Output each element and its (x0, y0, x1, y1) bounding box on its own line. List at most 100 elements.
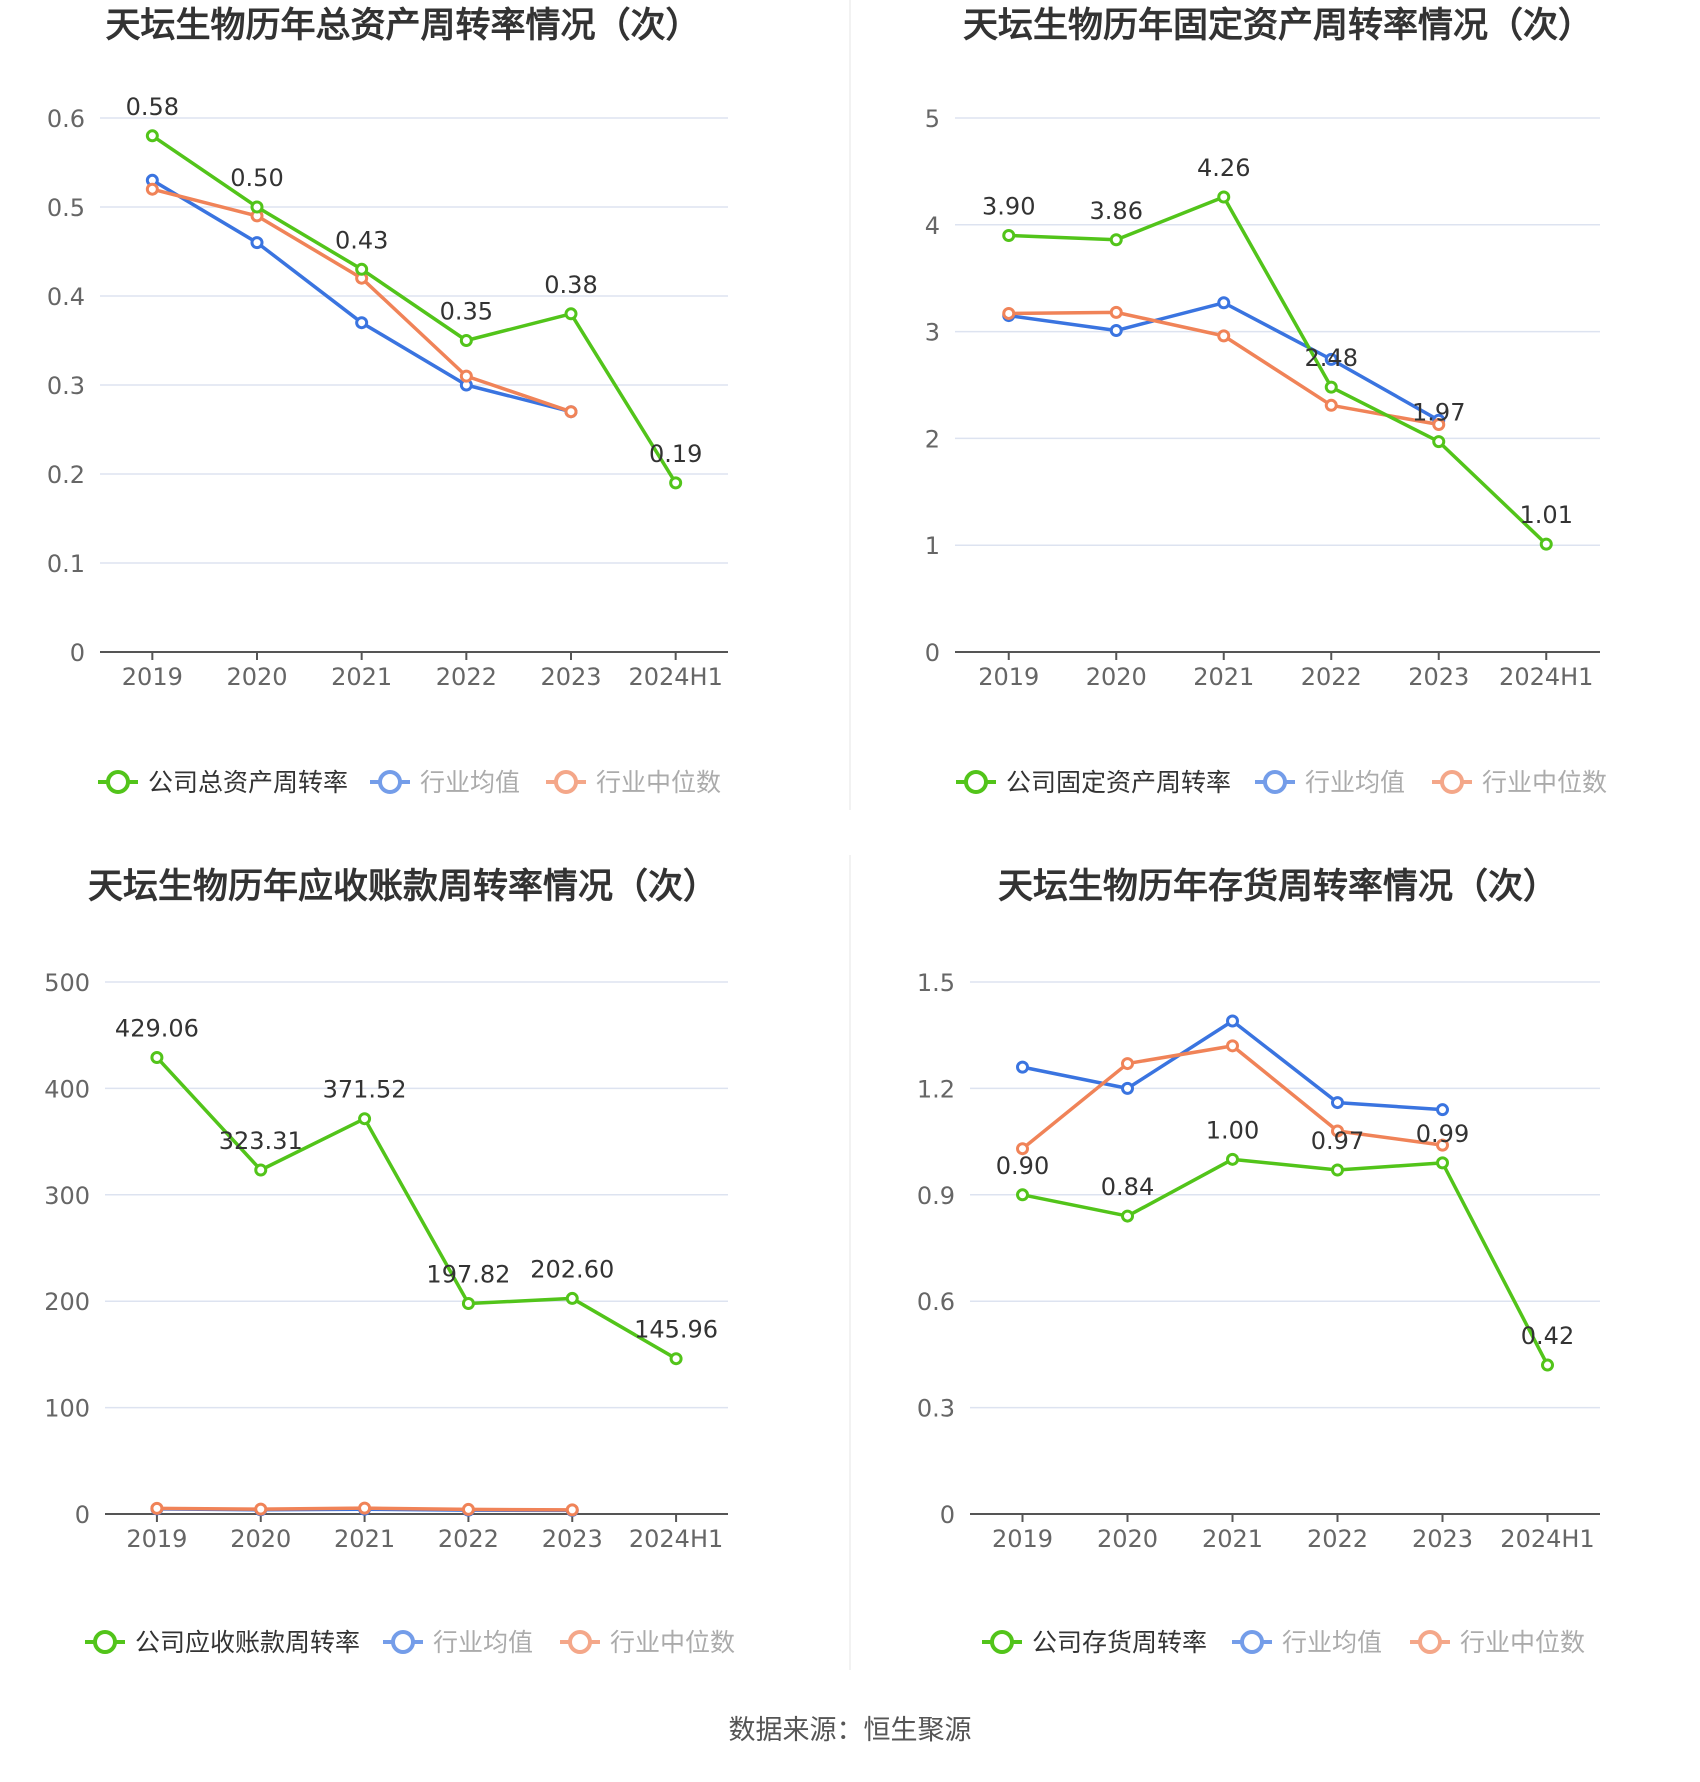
data-label: 0.97 (1311, 1127, 1364, 1155)
data-point (254, 1163, 268, 1177)
y-tick-label: 100 (44, 1395, 90, 1423)
data-point (250, 236, 264, 250)
data-point (564, 405, 578, 419)
series-line-company (1022, 1157, 1550, 1366)
data-label: 1.97 (1412, 399, 1465, 427)
legend-item-2: 行业均值 (370, 768, 520, 797)
data-point (1331, 1124, 1344, 1138)
data-label: 0.35 (440, 298, 493, 326)
legend-item-2: 行业均值 (1232, 1628, 1382, 1657)
data-point (1324, 398, 1338, 412)
data-point (1016, 1142, 1029, 1156)
legend-marker (106, 770, 130, 794)
data-label: 0.50 (230, 164, 283, 192)
x-tick-label: 2019 (992, 1525, 1053, 1553)
chart-title: 天坛生物历年总资产周转率情况（次） (105, 6, 700, 46)
data-point (565, 1503, 579, 1517)
y-tick-label: 0.3 (47, 372, 85, 400)
data-point (1002, 228, 1016, 242)
x-tick-label: 2021 (331, 663, 392, 691)
legend-item-2: 行业均值 (1255, 768, 1405, 797)
data-label: 202.60 (530, 1255, 614, 1283)
y-tick-label: 0.4 (47, 283, 85, 311)
data-point (1217, 296, 1231, 310)
data-point (1002, 306, 1016, 320)
data-point (564, 307, 578, 321)
series-line-industry-average (1008, 301, 1440, 422)
data-label: 0.84 (1101, 1173, 1154, 1201)
data-point (358, 1501, 372, 1515)
y-tick-label: 300 (44, 1182, 90, 1210)
data-point (1539, 537, 1553, 551)
legend-item-1: 公司总资产周转率 (98, 768, 348, 797)
x-tick-label: 2022 (438, 1525, 499, 1553)
data-point (1121, 1057, 1134, 1071)
data-point (150, 1501, 164, 1515)
legend-marker (568, 1630, 592, 1654)
x-tick-label: 2022 (1301, 663, 1362, 691)
x-tick-label: 2024H1 (1499, 663, 1593, 691)
legend-label: 公司存货周转率 (1032, 1628, 1207, 1657)
x-tick-label: 2024H1 (629, 1525, 723, 1553)
legend-label: 行业均值 (1305, 768, 1405, 797)
x-tick-label: 2022 (436, 663, 497, 691)
legend-marker (1263, 770, 1287, 794)
x-tick-label: 2019 (126, 1525, 187, 1553)
legend-item-3: 行业中位数 (1410, 1628, 1585, 1657)
data-point (254, 1502, 268, 1516)
data-point (1432, 418, 1446, 432)
legend-marker (391, 1630, 415, 1654)
series-line-company (155, 1056, 677, 1361)
data-point (1121, 1081, 1134, 1095)
legend-label: 行业均值 (1282, 1628, 1382, 1657)
x-tick-label: 2020 (1086, 663, 1147, 691)
x-tick-label: 2022 (1307, 1525, 1368, 1553)
legend-item-1: 公司存货周转率 (982, 1628, 1207, 1657)
chart-panel-2: 天坛生物历年固定资产周转率情况（次） 0 1 2 3 4 5 2019 2020 2021 2022… (925, 6, 1607, 797)
series-line-company (151, 134, 678, 484)
data-point (1436, 1103, 1449, 1117)
data-label: 1.00 (1206, 1116, 1259, 1144)
series-line-company (1008, 195, 1548, 546)
x-tick-label: 2019 (122, 663, 183, 691)
y-tick-label: 5 (925, 105, 940, 133)
data-point (1121, 1209, 1134, 1223)
y-tick-label: 0.3 (917, 1395, 955, 1423)
x-tick-label: 2023 (540, 663, 601, 691)
x-tick-label: 2020 (226, 663, 287, 691)
x-tick-label: 2020 (230, 1525, 291, 1553)
data-label: 0.42 (1521, 1322, 1574, 1350)
data-label: 3.86 (1090, 197, 1143, 225)
data-label: 1.01 (1520, 501, 1573, 529)
legend-label: 行业中位数 (1482, 768, 1607, 797)
data-point (461, 1297, 475, 1311)
x-tick-label: 2023 (1412, 1525, 1473, 1553)
x-tick-label: 2024H1 (628, 663, 722, 691)
data-point (1109, 233, 1123, 247)
data-point (1226, 1039, 1239, 1053)
y-tick-label: 0.9 (917, 1182, 955, 1210)
legend-marker (1440, 770, 1464, 794)
data-label: 0.38 (544, 271, 597, 299)
legend-item-2: 行业均值 (383, 1628, 533, 1657)
legend-label: 行业均值 (420, 768, 520, 797)
data-label: 323.31 (219, 1127, 303, 1155)
x-tick-label: 2024H1 (1500, 1525, 1594, 1553)
y-tick-label: 0.6 (47, 105, 85, 133)
data-label: 0.90 (996, 1152, 1049, 1180)
y-tick-label: 0 (70, 639, 85, 667)
y-tick-label: 0.1 (47, 550, 85, 578)
x-tick-label: 2019 (978, 663, 1039, 691)
legend-marker (1418, 1630, 1442, 1654)
data-point (358, 1112, 372, 1126)
x-tick-label: 2020 (1097, 1525, 1158, 1553)
y-tick-label: 0 (75, 1501, 90, 1529)
y-tick-label: 0 (925, 639, 940, 667)
data-label: 371.52 (323, 1076, 407, 1104)
chart-title: 天坛生物历年存货周转率情况（次） (998, 867, 1558, 907)
data-point (1324, 352, 1338, 366)
chart-panel-3: 天坛生物历年应收账款周转率情况（次） 0 100 200 300 400 500 2019 20… (44, 866, 735, 1657)
chart-title: 天坛生物历年固定资产周转率情况（次） (963, 6, 1593, 46)
chart-title: 天坛生物历年应收账款周转率情况（次） (88, 866, 718, 907)
chart-panel-4: 天坛生物历年存货周转率情况（次） 0 0.3 0.6 0.9 1.2 1.5 2019 2020… (917, 867, 1600, 1657)
